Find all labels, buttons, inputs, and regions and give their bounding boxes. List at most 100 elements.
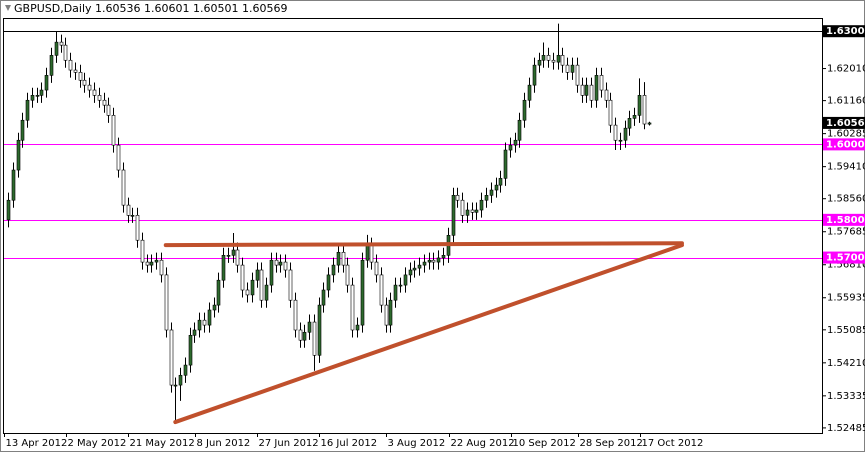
candle-body — [355, 324, 360, 331]
candle-body — [589, 84, 594, 101]
candle-body — [16, 139, 21, 171]
candle-body — [575, 64, 580, 86]
level-label: 1.60000 — [826, 139, 865, 150]
candle-body — [216, 279, 221, 306]
y-tick-label: 1.60285 — [827, 129, 865, 140]
candle-body — [508, 144, 513, 151]
candle-body — [159, 259, 164, 276]
candle-body — [149, 261, 154, 266]
candle-body — [259, 269, 264, 301]
candle-body — [87, 84, 92, 91]
plot-area — [4, 23, 822, 425]
candle-body — [551, 59, 556, 63]
candle-body — [388, 299, 393, 326]
candle-body — [317, 304, 322, 356]
x-tick-label: 17 Oct 2012 — [642, 438, 704, 449]
candle-body — [298, 329, 303, 341]
candle-body — [365, 244, 370, 261]
x-tick-label: 3 Aug 2012 — [388, 438, 446, 449]
candle-body — [197, 319, 202, 331]
candle-body — [11, 169, 16, 201]
candle-body — [307, 321, 312, 333]
candle-body — [183, 364, 188, 376]
candle-body — [489, 189, 494, 196]
y-tick-label: 1.53335 — [827, 391, 865, 402]
level-label-box — [823, 138, 865, 151]
candle-body — [78, 72, 83, 81]
candle-body — [513, 139, 518, 146]
candle-body — [126, 204, 131, 216]
candle-body — [460, 199, 465, 216]
x-tick-label: 22 Aug 2012 — [451, 438, 515, 449]
candle-body — [116, 144, 121, 171]
candle-body — [647, 122, 652, 125]
candle-body — [604, 89, 609, 101]
candle-body — [384, 304, 389, 326]
candle-body — [207, 309, 212, 326]
candle-body — [393, 284, 398, 301]
candle-body — [63, 44, 68, 61]
candle-body — [455, 195, 460, 201]
candle-body — [417, 264, 422, 269]
candle-body — [431, 259, 436, 263]
candle-body — [302, 331, 307, 341]
candle-body — [231, 249, 236, 256]
x-tick-label: 16 Jul 2012 — [321, 438, 378, 449]
y-tick-label: 1.57685 — [827, 227, 865, 238]
candle-body — [255, 269, 260, 281]
candle-body — [379, 274, 384, 306]
axis-area: 1.62010 1.61160 1.60285 1.59410 1.58560 1.576… — [4, 25, 865, 449]
candle-body — [556, 55, 561, 63]
candle-body — [121, 169, 126, 206]
level-label: 1.57000 — [826, 253, 865, 264]
candle-body — [627, 118, 632, 129]
x-tick-label: 2 May 2012 — [68, 438, 127, 449]
y-tick-label: 1.52485 — [827, 423, 865, 434]
candle-body — [82, 79, 87, 86]
candle-body — [226, 255, 231, 257]
candle-body — [580, 84, 585, 96]
candle-body — [6, 199, 11, 221]
candle-body — [188, 334, 193, 366]
price-label: 1.60569 — [826, 118, 865, 129]
candle-body — [451, 195, 456, 236]
candle-body — [269, 259, 274, 286]
candle-body — [68, 59, 73, 71]
candle-body — [465, 209, 470, 216]
candle-body — [130, 215, 135, 217]
candle-body — [102, 99, 107, 106]
level-label-box — [823, 25, 865, 38]
candle-body — [360, 259, 365, 326]
candle-body — [293, 299, 298, 331]
x-tick-label: 13 Apr 2012 — [6, 438, 68, 449]
candle-body — [341, 251, 346, 266]
candle-body — [570, 64, 575, 73]
candle-body — [537, 59, 542, 66]
candle-body — [618, 139, 623, 142]
candle-body — [408, 269, 413, 276]
y-tick-label: 1.58560 — [827, 194, 865, 205]
candle-body — [474, 209, 479, 213]
candle-body — [25, 99, 30, 121]
candle-body — [632, 115, 637, 119]
level-label-box — [823, 251, 865, 264]
candle-body — [245, 289, 250, 296]
candle-body — [140, 239, 145, 263]
candle-body — [212, 304, 217, 311]
x-tick-label: 28 Sep 2012 — [580, 438, 643, 449]
candle-body — [169, 329, 174, 386]
candle-body — [546, 55, 551, 61]
level-label: 1.63000 — [826, 26, 865, 37]
candle-body — [374, 261, 379, 276]
trendline — [163, 241, 684, 248]
candle-body — [274, 259, 279, 266]
candle-body — [106, 104, 111, 116]
y-tick-label: 1.56810 — [827, 260, 865, 271]
candle-body — [584, 84, 589, 96]
candle-body — [111, 115, 116, 146]
candle-body — [145, 261, 150, 266]
candle-body — [398, 284, 403, 287]
y-tick-label: 1.55085 — [827, 325, 865, 336]
candle-body — [264, 284, 269, 301]
